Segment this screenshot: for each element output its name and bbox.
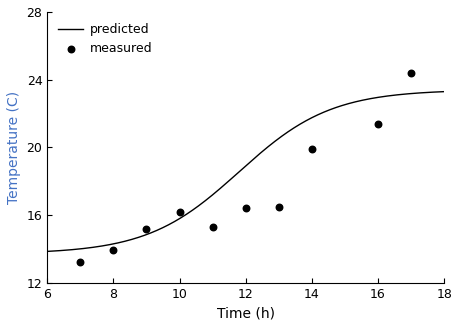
predicted xyxy=(45,250,50,253)
Line: predicted: predicted xyxy=(47,92,444,251)
measured xyxy=(242,206,249,211)
predicted xyxy=(331,106,336,110)
measured xyxy=(176,209,183,214)
measured xyxy=(77,260,84,265)
Legend: predicted, measured: predicted, measured xyxy=(54,18,157,60)
measured xyxy=(374,121,381,126)
predicted xyxy=(442,90,447,94)
measured xyxy=(275,204,282,209)
measured xyxy=(209,224,216,230)
predicted xyxy=(333,106,338,110)
Y-axis label: Temperature (C): Temperature (C) xyxy=(7,91,21,204)
predicted xyxy=(174,218,179,222)
measured xyxy=(110,248,117,253)
measured xyxy=(408,70,415,76)
measured xyxy=(308,146,315,152)
measured xyxy=(143,226,150,231)
predicted xyxy=(202,199,207,203)
predicted xyxy=(294,124,300,128)
predicted xyxy=(92,245,98,249)
X-axis label: Time (h): Time (h) xyxy=(217,306,274,320)
